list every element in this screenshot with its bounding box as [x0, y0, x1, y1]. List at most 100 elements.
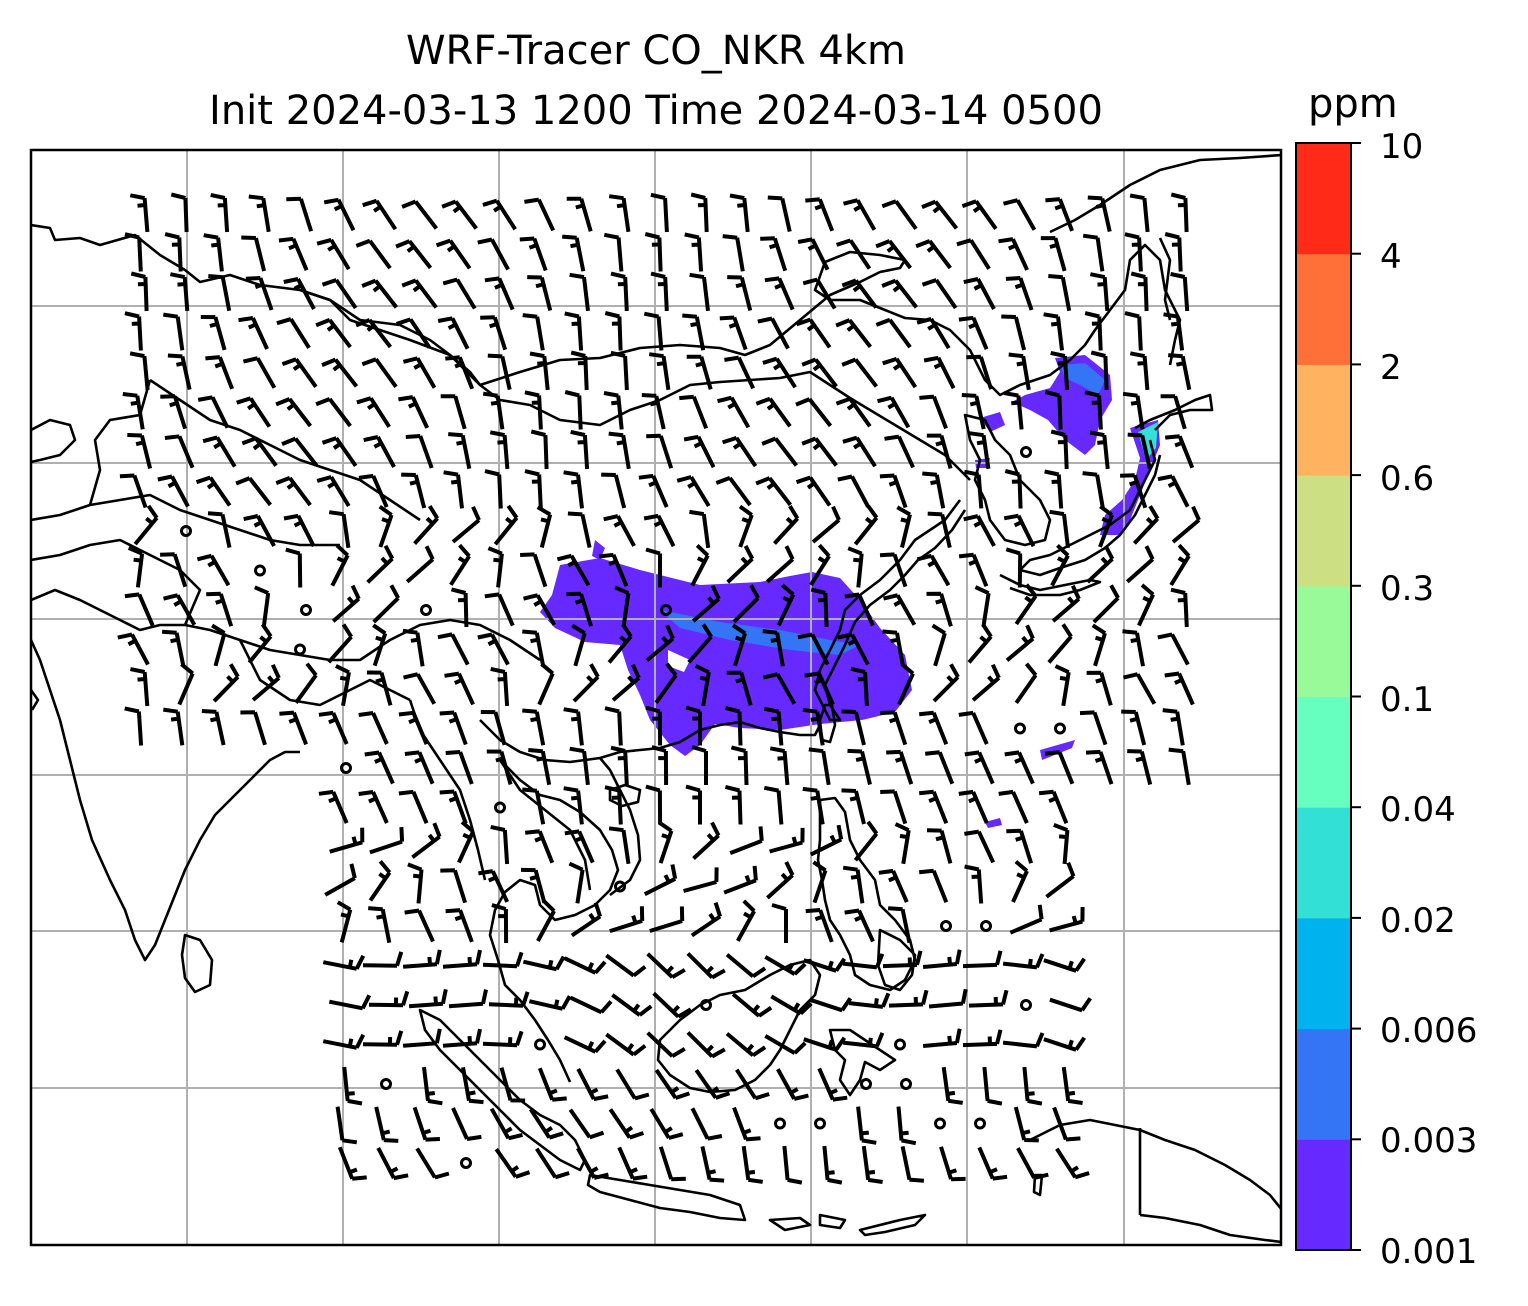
wind-barb [205, 355, 234, 390]
wind-barb [451, 587, 469, 628]
wind-barb [407, 862, 424, 904]
wind-barb [315, 318, 352, 349]
wind-barb [283, 513, 316, 548]
wind-barb [1038, 789, 1069, 825]
wind-barb [294, 662, 318, 704]
wind-barb [897, 662, 915, 706]
wind-barb [881, 278, 918, 309]
wind-barb [805, 908, 834, 943]
wind-barb [974, 585, 991, 628]
wind-barb [437, 316, 470, 350]
wind-barb [522, 629, 546, 667]
wind-barb [366, 544, 395, 584]
colorbar-swatch [1296, 143, 1351, 255]
wind-barb [1004, 469, 1023, 509]
wind-barb [850, 666, 869, 707]
wind-barb [286, 196, 314, 232]
wind-barb [966, 354, 994, 390]
wind-barb [1129, 193, 1150, 233]
wind-barb [654, 662, 678, 704]
wind-barb [448, 432, 472, 470]
wind-barb [801, 436, 838, 467]
wind-barb [962, 950, 1003, 969]
wind-barb [856, 1106, 877, 1145]
wind-barb [133, 504, 159, 546]
wind-barb [998, 789, 1029, 824]
wind-barb [968, 431, 991, 470]
wind-barb [724, 705, 743, 746]
wind-barb [520, 552, 548, 588]
wind-barb [1008, 352, 1031, 391]
wind-barb [1054, 664, 1071, 707]
wind-barb [1091, 623, 1107, 667]
wind-barb [486, 749, 513, 785]
wind-barb [405, 545, 435, 584]
wind-barb [482, 951, 524, 969]
wind-barb [715, 476, 752, 507]
wind-barb [1051, 584, 1081, 623]
plume-small-3 [1040, 740, 1075, 760]
wind-barb [842, 953, 885, 970]
wind-barb [918, 710, 949, 746]
wind-barb [679, 394, 709, 430]
wind-barb [276, 317, 311, 349]
calm-wind-marker [900, 1078, 912, 1090]
wind-barb [732, 584, 760, 624]
wind-barb [690, 901, 723, 938]
wind-barb [763, 785, 784, 825]
wind-barb [654, 1068, 691, 1100]
wind-barb [437, 632, 470, 666]
calm-wind-marker [814, 1117, 826, 1130]
wind-barb [982, 1066, 1003, 1106]
wind-barb [841, 357, 878, 388]
wind-barb [841, 278, 878, 309]
wind-barb [977, 1146, 1008, 1181]
calm-wind-marker [300, 604, 312, 616]
wind-barb [524, 197, 556, 232]
wind-barb [567, 511, 592, 549]
coast-north-sea [1049, 153, 1281, 234]
wind-barb [958, 315, 989, 350]
wind-barb [1079, 710, 1108, 746]
wind-barb [931, 623, 947, 667]
wind-barb [605, 953, 647, 978]
wind-barb [726, 670, 753, 706]
calm-wind-marker [534, 1038, 546, 1051]
wind-barb [686, 952, 726, 980]
wind-barb [729, 193, 750, 233]
wind-barb [163, 312, 185, 351]
wind-barb [275, 397, 312, 428]
wind-barb [881, 199, 918, 230]
wind-barb [1124, 232, 1143, 272]
wind-barb [1005, 624, 1035, 662]
wind-barb [643, 864, 678, 896]
wind-barb [445, 355, 475, 390]
wind-barb [729, 826, 764, 855]
wind-barb [212, 663, 240, 703]
wind-barb [1162, 708, 1185, 746]
wind-barb [494, 1147, 531, 1179]
wind-barb [880, 710, 908, 746]
plume-small-1 [980, 412, 1005, 432]
wind-barb [1002, 1032, 1045, 1049]
coast-mindanao [876, 928, 917, 992]
wind-barb [499, 1067, 526, 1103]
wind-barb [847, 748, 872, 785]
wind-barb [811, 505, 841, 544]
wind-barb [576, 1147, 609, 1180]
wind-barb [376, 1146, 409, 1181]
wind-barb [1013, 1106, 1039, 1143]
wind-barb [1053, 823, 1070, 865]
wind-barb [722, 234, 745, 272]
border-himalaya [184, 618, 541, 662]
calm-wind-marker [934, 1117, 946, 1130]
wind-barb [795, 397, 833, 428]
wind-barb [683, 867, 719, 893]
wind-barb [398, 789, 429, 824]
wind-barb [443, 470, 464, 509]
wind-barb [1120, 473, 1148, 509]
wind-barb [764, 1034, 807, 1055]
colorbar-tick-label: 4 [1380, 237, 1402, 277]
wind-barb [853, 504, 879, 546]
